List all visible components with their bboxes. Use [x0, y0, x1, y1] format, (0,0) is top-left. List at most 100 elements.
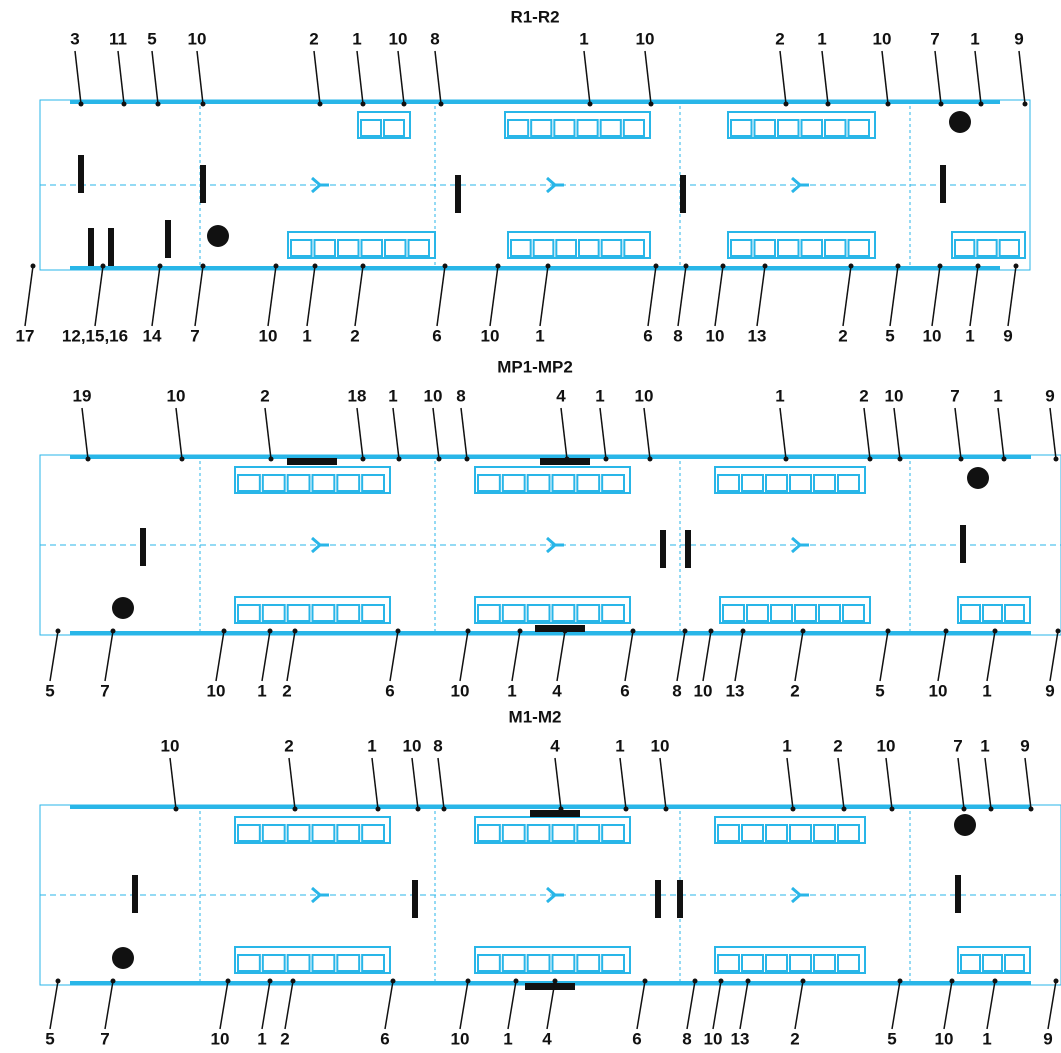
seat — [288, 475, 310, 491]
leader-line — [703, 631, 711, 681]
seat — [802, 120, 823, 136]
leader-line — [105, 631, 113, 681]
leader-line — [660, 758, 666, 809]
leader-dot — [791, 807, 796, 812]
callout-label: 2 — [309, 29, 318, 48]
leader-dot — [396, 629, 401, 634]
callout-label: 1 — [503, 1029, 512, 1048]
seat — [337, 825, 359, 841]
seat — [478, 475, 500, 491]
leader-dot — [465, 457, 470, 462]
leader-dot — [466, 979, 471, 984]
seat — [313, 955, 335, 971]
extinguisher — [112, 597, 134, 619]
callout-label: 1 — [782, 736, 791, 755]
seat — [718, 475, 739, 491]
callout-label: 1 — [302, 326, 311, 345]
seat — [602, 955, 624, 971]
seat — [238, 475, 260, 491]
callout-label: 10 — [873, 29, 892, 48]
seat — [602, 605, 624, 621]
floor-plans: R1-R23115102110811021107191712,15,161471… — [0, 0, 1061, 1053]
leader-dot — [1002, 457, 1007, 462]
leader-line — [540, 266, 548, 326]
leader-dot — [111, 629, 116, 634]
leader-line — [393, 408, 399, 459]
seat — [556, 240, 576, 256]
car-plan — [25, 51, 1030, 326]
callout-label: 1 — [507, 681, 516, 700]
seat — [602, 240, 622, 256]
leader-line — [944, 981, 952, 1029]
callout-label: 9 — [1003, 326, 1012, 345]
callout-label: 2 — [280, 1029, 289, 1048]
leader-line — [216, 631, 224, 681]
seat — [718, 825, 739, 841]
leader-dot — [849, 264, 854, 269]
leader-dot — [763, 264, 768, 269]
leader-dot — [56, 629, 61, 634]
leader-dot — [361, 264, 366, 269]
leader-line — [461, 408, 467, 459]
leader-dot — [746, 979, 751, 984]
callout-label: 10 — [877, 736, 896, 755]
seat — [313, 475, 335, 491]
callout-label: 10 — [704, 1029, 723, 1048]
leader-dot — [268, 979, 273, 984]
callout-label: 1 — [965, 326, 974, 345]
leader-line — [152, 51, 158, 104]
equipment — [960, 525, 966, 563]
callout-label: 1 — [535, 326, 544, 345]
callout-label: 10 — [923, 326, 942, 345]
seat — [238, 605, 260, 621]
seat — [503, 825, 525, 841]
leader-dot — [719, 979, 724, 984]
leader-dot — [939, 102, 944, 107]
seat — [814, 475, 835, 491]
leader-dot — [293, 807, 298, 812]
callout-label: 10 — [211, 1029, 230, 1048]
callout-label: 4 — [542, 1029, 552, 1048]
callout-label: 6 — [620, 681, 629, 700]
leader-dot — [648, 457, 653, 462]
leader-dot — [979, 102, 984, 107]
seat — [983, 955, 1002, 971]
leader-dot — [559, 807, 564, 812]
leader-line — [935, 51, 941, 104]
leader-line — [512, 631, 520, 681]
leader-line — [412, 758, 418, 809]
leader-line — [50, 981, 58, 1029]
callout-label: 8 — [673, 326, 682, 345]
leader-line — [289, 758, 295, 809]
leader-line — [987, 981, 995, 1029]
callout-label: 7 — [953, 736, 962, 755]
callout-label: 5 — [887, 1029, 896, 1048]
car-plan — [40, 758, 1061, 1029]
callout-label: 7 — [190, 326, 199, 345]
callout-label: 10 — [161, 736, 180, 755]
seat — [409, 240, 430, 256]
extinguisher — [954, 814, 976, 836]
leader-line — [490, 266, 498, 326]
seat — [766, 475, 787, 491]
seat — [553, 955, 575, 971]
leader-dot — [624, 807, 629, 812]
seat — [838, 955, 859, 971]
leader-dot — [886, 629, 891, 634]
seat — [814, 955, 835, 971]
leader-line — [555, 758, 561, 809]
seat-row — [958, 947, 1030, 973]
equipment — [132, 875, 138, 913]
leader-line — [970, 266, 978, 326]
callout-label: 11 — [109, 29, 127, 48]
grab-pole — [547, 538, 564, 552]
callout-label: 2 — [260, 386, 269, 405]
equipment — [940, 165, 946, 203]
callout-label: 1 — [980, 736, 989, 755]
seat — [291, 240, 312, 256]
equipment — [525, 983, 575, 990]
leader-dot — [101, 264, 106, 269]
leader-line — [197, 51, 203, 104]
callout-label: 2 — [775, 29, 784, 48]
leader-line — [886, 758, 892, 809]
